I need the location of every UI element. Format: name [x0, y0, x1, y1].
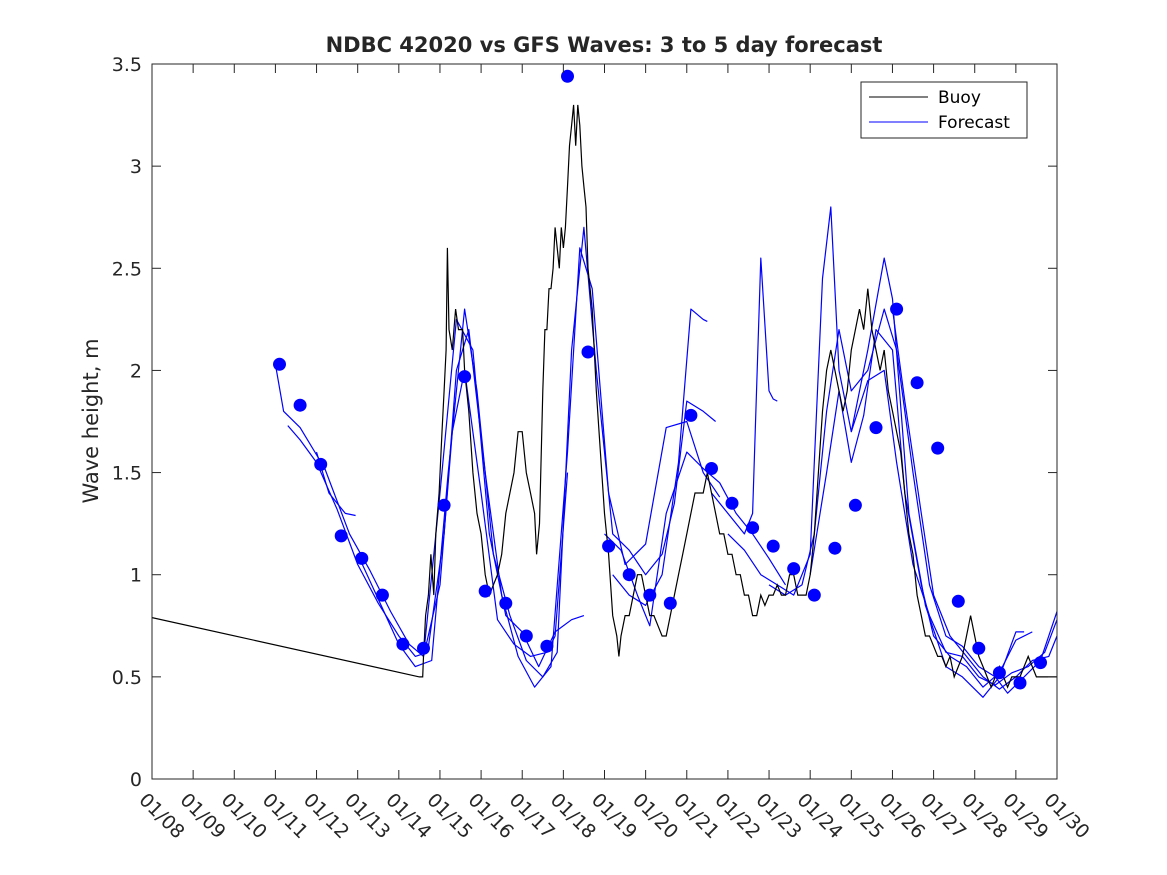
forecast-marker: [643, 588, 657, 602]
forecast-line: [768, 308, 1057, 694]
plot-area: [152, 64, 1057, 779]
legend-box: [860, 81, 1028, 139]
forecast-marker: [396, 637, 410, 651]
forecast-marker: [663, 596, 677, 610]
marker-layer: [273, 69, 1047, 690]
y-tick-label: 0.5: [112, 667, 142, 689]
forecast-marker: [293, 398, 307, 412]
forecast-marker: [602, 539, 616, 553]
forecast-line: [357, 226, 716, 678]
forecast-marker: [828, 541, 842, 555]
forecast-marker: [478, 584, 492, 598]
series-layer: [152, 104, 1057, 698]
forecast-line: [422, 318, 585, 668]
forecast-marker: [417, 641, 430, 655]
forecast-marker: [931, 441, 945, 455]
forecast-marker: [705, 462, 718, 475]
forecast-marker: [561, 69, 574, 83]
forecast-marker: [519, 629, 533, 643]
forecast-marker: [314, 457, 328, 471]
forecast-marker: [972, 641, 986, 655]
forecast-marker: [1013, 676, 1027, 690]
forecast-line: [711, 257, 778, 535]
forecast-marker: [375, 588, 389, 602]
buoy-line: [152, 104, 1057, 689]
forecast-marker: [540, 639, 554, 653]
forecast-marker: [334, 529, 348, 543]
forecast-marker: [725, 496, 739, 510]
forecast-marker: [766, 539, 780, 553]
y-tick-label: 0: [130, 769, 142, 791]
forecast-line: [612, 308, 708, 607]
chart-title: NDBC 42020 vs GFS Waves: 3 to 5 day fore…: [326, 33, 883, 57]
y-tick-label: 1.5: [112, 463, 142, 485]
forecast-marker: [951, 594, 965, 608]
forecast-marker: [499, 596, 513, 610]
forecast-line: [727, 206, 1025, 698]
forecast-marker: [992, 666, 1006, 680]
legend: Buoy Forecast: [860, 81, 1028, 139]
forecast-marker: [458, 370, 472, 384]
forecast-marker: [684, 408, 698, 422]
forecast-marker: [890, 302, 904, 316]
forecast-marker: [869, 421, 883, 435]
forecast-marker: [355, 551, 369, 565]
forecast-marker: [807, 588, 821, 602]
forecast-marker: [622, 568, 636, 582]
legend-forecast-label: Forecast: [938, 113, 1010, 133]
forecast-marker: [273, 357, 286, 371]
forecast-line: [315, 451, 356, 517]
forecast-marker: [437, 498, 451, 512]
legend-buoy-label: Buoy: [938, 88, 981, 108]
forecast-marker: [746, 521, 760, 535]
y-tick-label: 3: [130, 156, 142, 178]
forecast-marker: [910, 376, 924, 390]
y-axis-label: Wave height, m: [79, 338, 103, 503]
y-tick-label: 2.5: [112, 258, 142, 280]
forecast-marker: [1034, 656, 1047, 670]
y-axis-ticks: 0 0.5 1 1.5 2 2.5 3 3.5: [112, 54, 1057, 791]
forecast-line: [809, 329, 1033, 688]
forecast-marker: [787, 562, 801, 576]
y-tick-label: 3.5: [112, 54, 142, 76]
forecast-marker: [848, 498, 862, 512]
y-tick-label: 2: [130, 360, 142, 382]
y-tick-label: 1: [130, 565, 142, 587]
forecast-marker: [581, 345, 595, 359]
